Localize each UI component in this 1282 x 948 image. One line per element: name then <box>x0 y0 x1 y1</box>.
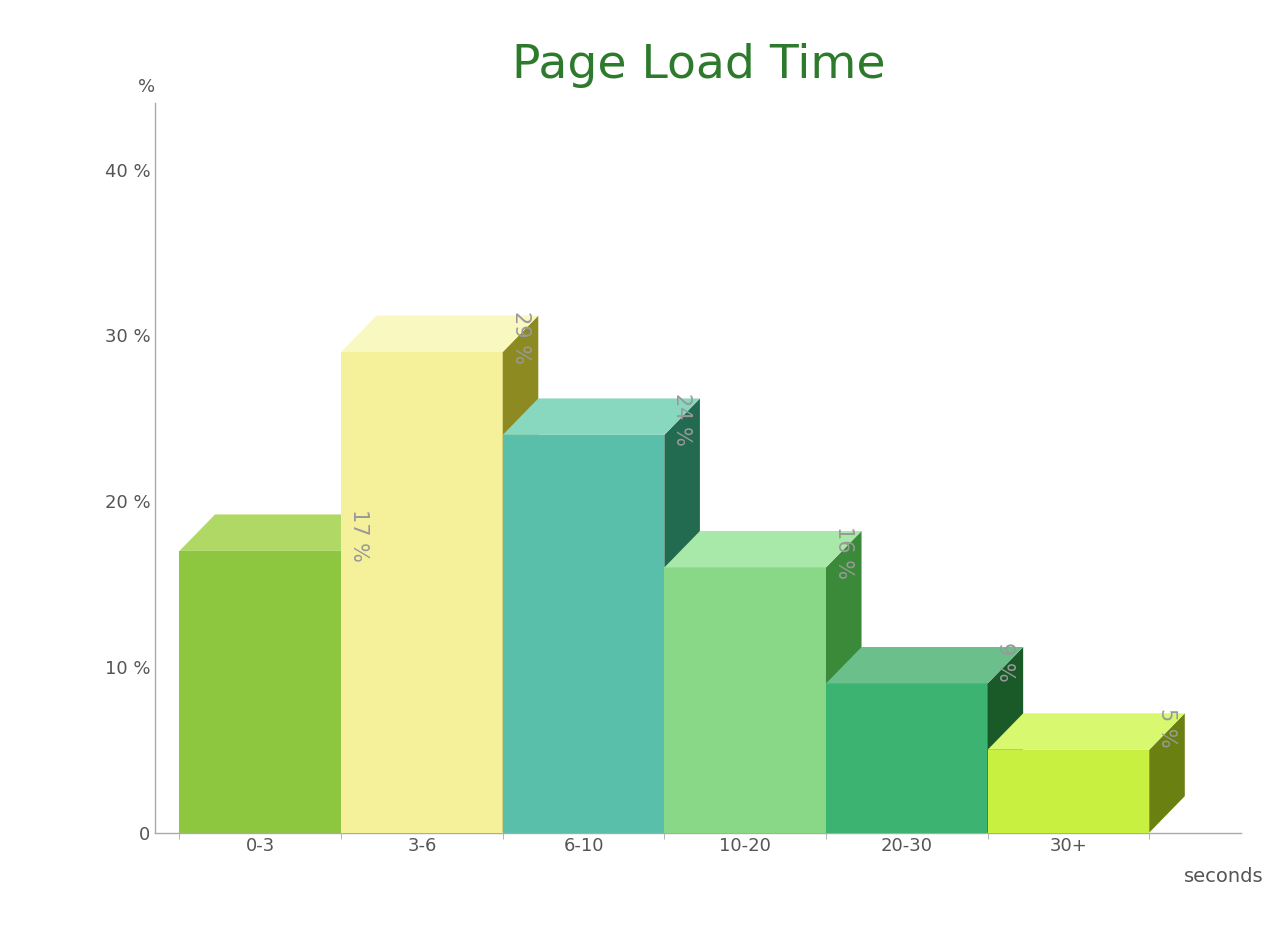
Text: 29 %: 29 % <box>510 311 531 364</box>
Text: 9 %: 9 % <box>995 642 1015 682</box>
Polygon shape <box>987 713 1185 750</box>
Polygon shape <box>826 684 987 832</box>
Polygon shape <box>179 551 341 832</box>
Title: Page Load Time: Page Load Time <box>512 44 885 88</box>
X-axis label: seconds: seconds <box>1183 866 1263 885</box>
Text: 16 %: 16 % <box>833 526 854 579</box>
Polygon shape <box>341 316 538 352</box>
Polygon shape <box>664 531 862 568</box>
Polygon shape <box>664 398 700 832</box>
Text: %: % <box>138 78 155 96</box>
Polygon shape <box>341 352 503 832</box>
Polygon shape <box>179 515 377 551</box>
Polygon shape <box>503 435 664 832</box>
Polygon shape <box>826 531 862 832</box>
Polygon shape <box>503 316 538 832</box>
Polygon shape <box>826 647 1023 684</box>
Text: 5 %: 5 % <box>1158 708 1177 748</box>
Polygon shape <box>664 568 826 832</box>
Polygon shape <box>503 398 700 435</box>
Polygon shape <box>987 647 1023 832</box>
Text: 17 %: 17 % <box>349 509 369 562</box>
Polygon shape <box>987 750 1149 832</box>
Polygon shape <box>1149 713 1185 832</box>
Text: 24 %: 24 % <box>672 393 692 447</box>
Polygon shape <box>341 515 377 832</box>
